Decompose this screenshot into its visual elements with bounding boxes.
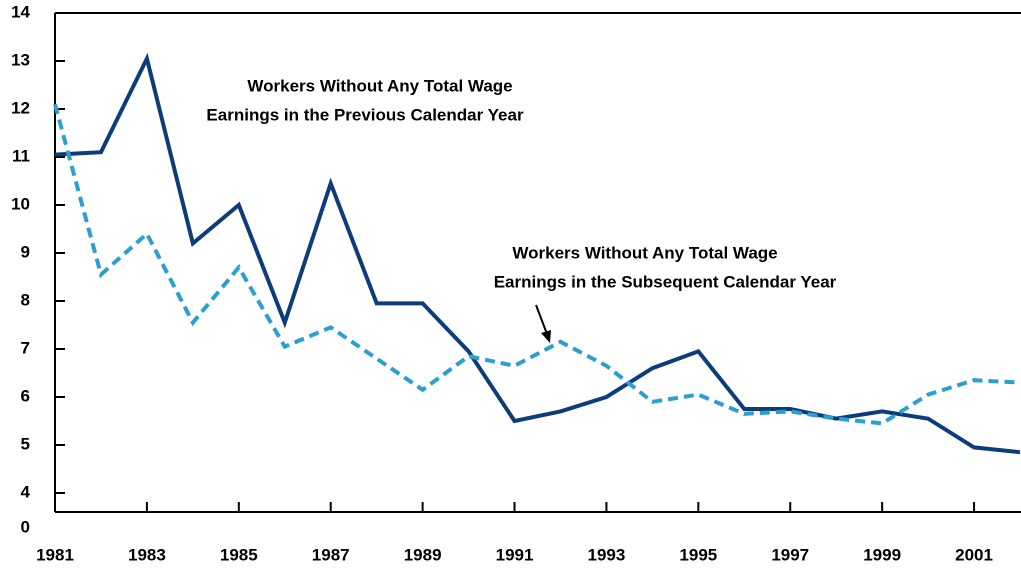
y-tick-label: 8 [21,290,30,309]
y-tick-label: 4 [21,482,31,501]
annotation: Earnings in the Subsequent Calendar Year [494,272,837,291]
x-tick-label: 1983 [128,545,166,564]
y-tick-label: 10 [11,194,30,213]
x-tick-label: 1981 [36,545,74,564]
x-tick-label: 1987 [312,545,350,564]
x-tick-label: 1993 [588,545,626,564]
y-tick-label: 5 [21,434,30,453]
y-tick-label: 12 [11,98,30,117]
annotation: Earnings in the Previous Calendar Year [206,105,524,124]
x-tick-label: 1989 [404,545,442,564]
x-tick-label: 1995 [679,545,717,564]
arrow [535,304,551,343]
annotation: Workers Without Any Total Wage [512,243,777,262]
y-tick-label: 14 [11,2,30,21]
x-tick-label: 2001 [955,545,993,564]
y-tick-label: 13 [11,50,30,69]
series-line [53,103,1021,426]
x-tick-label: 1997 [771,545,809,564]
x-tick-label: 1991 [496,545,534,564]
y-tick-label: 11 [12,146,30,165]
annotation: Workers Without Any Total Wage [247,76,512,95]
y-tick-label: 0 [21,517,30,536]
series-line [54,52,1021,455]
x-tick-label: 1985 [220,545,258,564]
y-tick-label: 6 [21,386,30,405]
x-tick-label: 1999 [863,545,901,564]
y-tick-label: 9 [21,242,30,261]
y-tick-label: 7 [21,338,30,357]
